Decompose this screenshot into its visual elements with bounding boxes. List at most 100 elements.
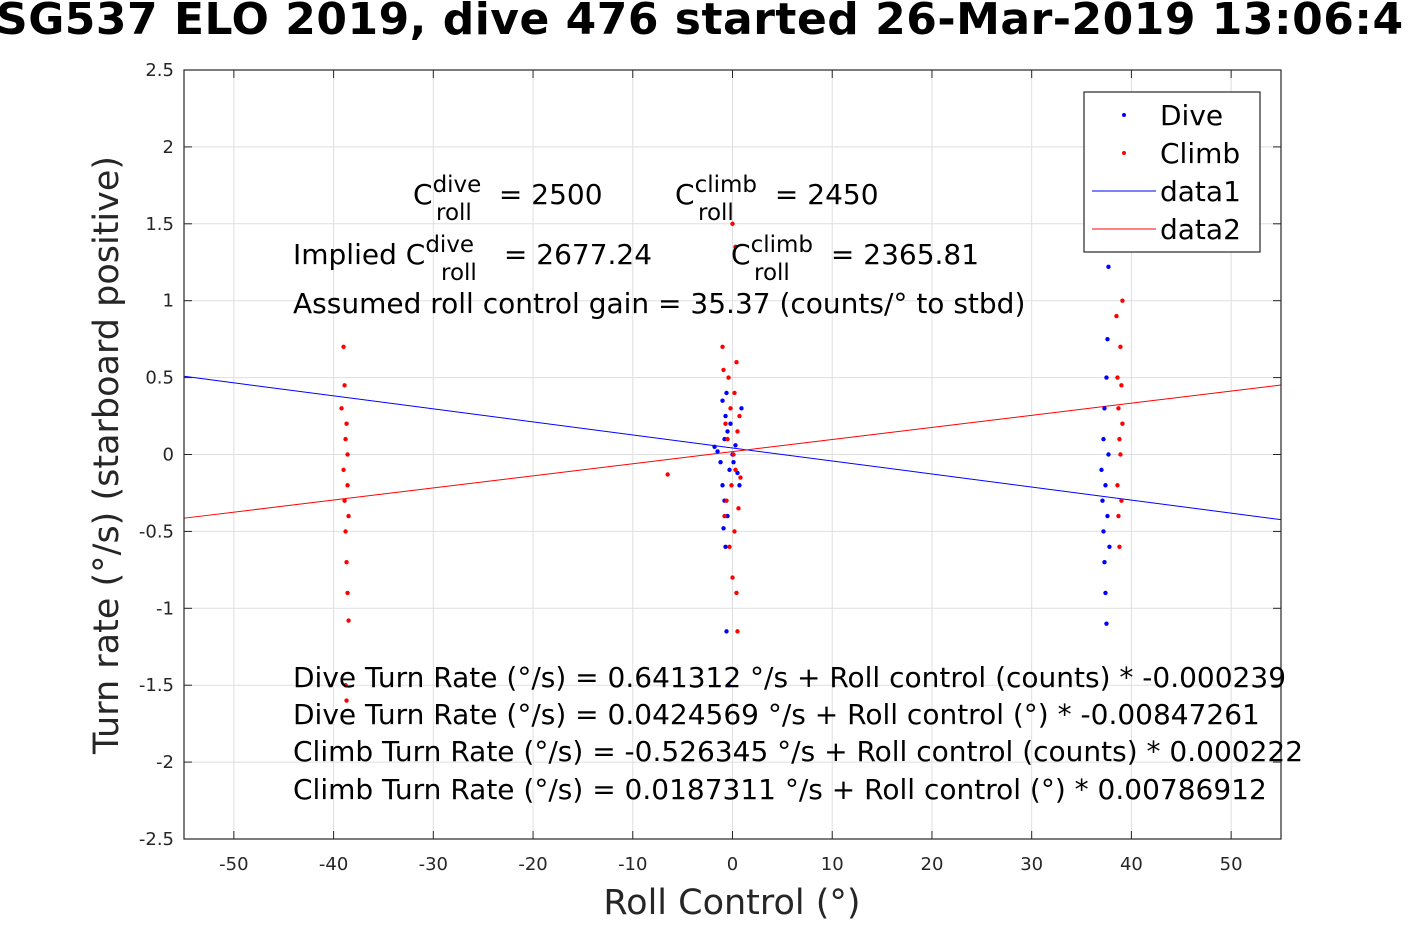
point-dive <box>1103 483 1108 488</box>
point-dive <box>1100 498 1105 503</box>
annotation-c-roll-climb: Cclimb roll = 2450 <box>675 172 879 226</box>
point-climb <box>721 367 726 373</box>
point-dive <box>1104 621 1109 626</box>
point-climb <box>737 413 742 419</box>
series-climb <box>339 221 1125 703</box>
x-tick-label: -40 <box>319 854 348 875</box>
legend-label-data1: data1 <box>1160 175 1241 208</box>
point-climb <box>342 383 347 388</box>
legend-label-dive: Dive <box>1160 99 1223 132</box>
y-axis-label: Turn rate (°/s) (starboard positive) <box>87 156 127 755</box>
point-climb <box>733 467 738 473</box>
point-climb <box>731 452 736 457</box>
y-tick-label: -0.5 <box>139 521 174 542</box>
y-tick-label: 2 <box>163 137 174 158</box>
legend-label-data2: data2 <box>1160 213 1241 246</box>
point-climb <box>665 472 670 477</box>
point-dive <box>727 467 732 473</box>
x-axis-label: Roll Control (°) <box>603 883 860 923</box>
point-climb <box>1120 298 1125 303</box>
fit-line-data2 <box>183 384 1282 519</box>
point-climb <box>1118 344 1123 350</box>
point-climb <box>728 406 733 411</box>
point-climb <box>344 698 349 703</box>
point-climb <box>736 506 741 511</box>
point-climb <box>1119 498 1124 503</box>
point-dive <box>725 429 730 434</box>
point-dive <box>723 544 728 549</box>
y-tick-label: 0 <box>163 445 174 466</box>
point-climb <box>345 483 350 488</box>
point-dive <box>733 443 738 448</box>
x-tick-label: 50 <box>1220 854 1243 875</box>
point-dive <box>1102 406 1107 411</box>
annotation-implied-climb: Cclimb roll = 2365.81 <box>731 232 979 286</box>
point-dive <box>1105 513 1110 519</box>
point-climb <box>346 513 351 519</box>
x-tick-label: -30 <box>419 854 448 875</box>
axes <box>183 69 1282 840</box>
point-dive <box>731 459 736 465</box>
point-climb <box>346 618 351 623</box>
point-dive <box>1104 375 1109 380</box>
point-dive <box>724 390 729 396</box>
y-tick-label: -1.5 <box>139 675 174 696</box>
point-climb <box>735 629 740 634</box>
point-climb <box>1116 513 1121 519</box>
point-climb <box>1114 313 1119 319</box>
point-climb <box>732 390 737 396</box>
point-dive <box>724 629 729 634</box>
point-climb <box>345 590 350 596</box>
point-climb <box>344 421 349 426</box>
point-climb <box>730 575 735 580</box>
point-climb <box>735 429 740 434</box>
point-dive <box>1106 452 1111 457</box>
point-dive <box>1102 559 1107 565</box>
annotation-climb-counts: Climb Turn Rate (°/s) = -0.526345 °/s + … <box>293 735 1303 768</box>
y-tick-label: -2.5 <box>139 829 174 850</box>
point-climb <box>732 529 737 534</box>
point-climb <box>1115 483 1120 488</box>
point-climb <box>341 467 346 473</box>
point-dive <box>723 413 728 419</box>
point-climb <box>1119 383 1124 388</box>
annotation-dive-counts: Dive Turn Rate (°/s) = 0.641312 °/s + Ro… <box>293 661 1286 694</box>
point-dive <box>1101 529 1106 534</box>
point-climb <box>734 590 739 596</box>
x-tick-label: -10 <box>618 854 647 875</box>
point-climb <box>1116 406 1121 411</box>
series-dive <box>712 264 1112 688</box>
point-climb <box>734 360 739 365</box>
y-tick-label: 2.5 <box>145 60 174 81</box>
point-climb <box>342 498 347 503</box>
point-climb <box>341 344 346 350</box>
y-tick-label: -2 <box>156 752 174 773</box>
point-climb <box>730 221 735 226</box>
point-climb <box>720 344 725 350</box>
legend-marker-dive <box>1122 113 1126 117</box>
annotation-implied-dive: Implied Cdive roll = 2677.24 <box>293 232 652 286</box>
annotation-dive-deg: Dive Turn Rate (°/s) = 0.0424569 °/s + R… <box>293 698 1260 731</box>
legend: Dive Climb data1 data2 <box>1083 91 1261 253</box>
data-points <box>339 221 1125 703</box>
point-climb <box>725 436 730 442</box>
point-dive <box>721 526 726 531</box>
point-climb <box>726 375 731 380</box>
x-tick-label: 30 <box>1020 854 1043 875</box>
point-climb <box>722 513 727 519</box>
point-dive <box>712 444 717 450</box>
annotation-gain: Assumed roll control gain = 35.37 (count… <box>293 287 1025 320</box>
point-climb <box>1117 544 1122 549</box>
y-tick-label: 0.5 <box>145 368 174 389</box>
point-climb <box>343 529 348 534</box>
point-dive <box>728 421 733 426</box>
point-climb <box>1117 436 1122 442</box>
point-climb <box>343 683 348 688</box>
point-climb <box>343 436 348 442</box>
point-climb <box>723 421 728 426</box>
x-tick-label: -20 <box>518 854 547 875</box>
point-dive <box>1105 336 1110 342</box>
point-dive <box>739 406 744 411</box>
point-dive <box>720 483 725 488</box>
